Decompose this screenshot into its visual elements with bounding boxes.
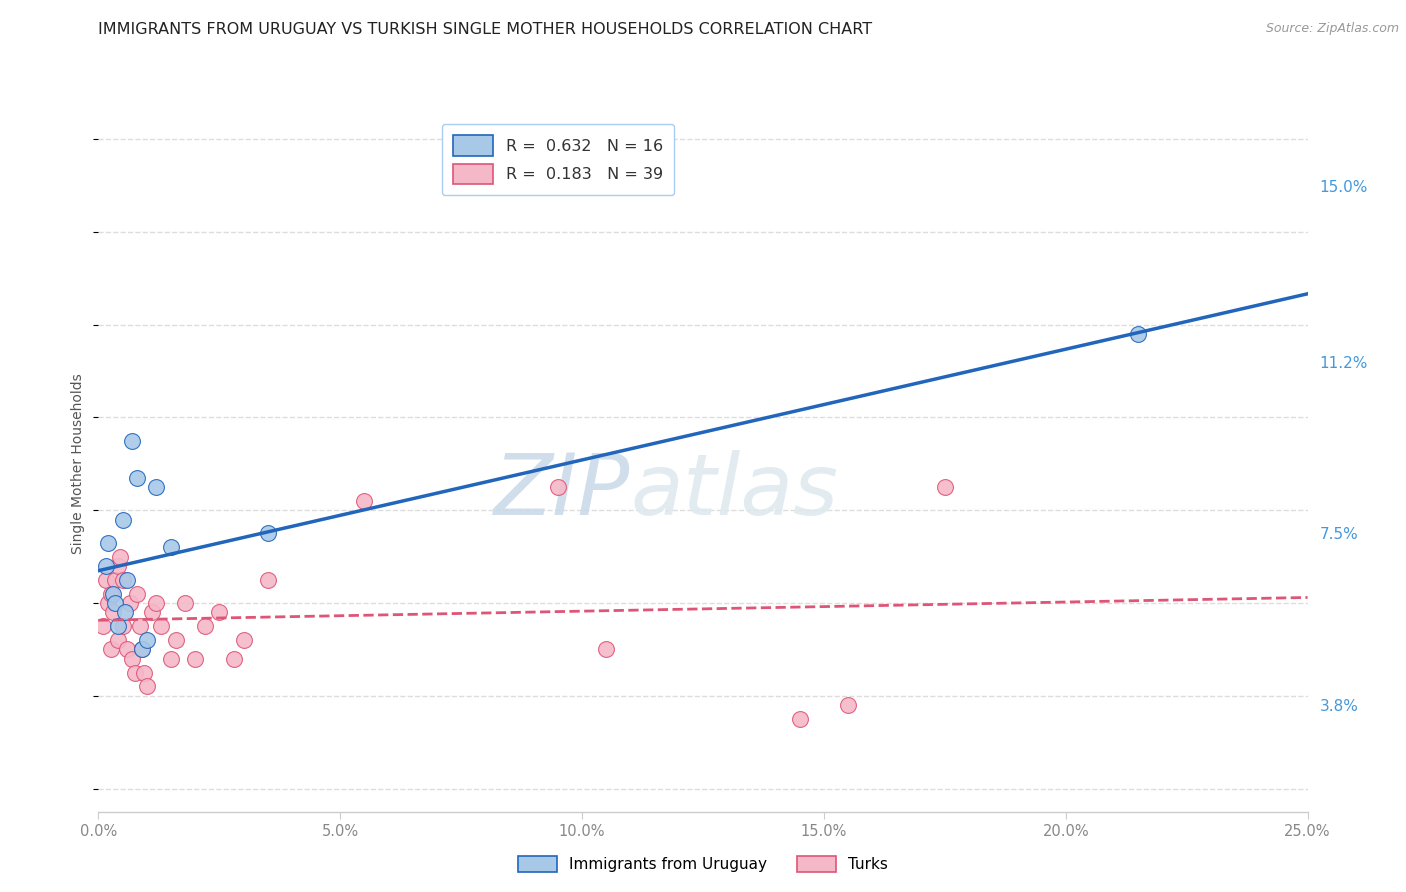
Point [107, 633, 129, 648]
Point [353, 494, 375, 508]
Point [134, 665, 156, 680]
Point [789, 712, 811, 726]
Point [100, 587, 122, 601]
Point [124, 665, 146, 680]
Point [232, 633, 254, 648]
Point [127, 471, 149, 485]
Point [256, 526, 278, 541]
Point [145, 596, 167, 610]
Point [547, 480, 569, 494]
Point [101, 587, 124, 601]
Y-axis label: Single Mother Households: Single Mother Households [72, 374, 86, 554]
Point [108, 549, 131, 564]
Point [160, 651, 183, 665]
Point [100, 642, 122, 657]
Point [101, 605, 124, 619]
Point [94, 573, 117, 587]
Text: Source: ZipAtlas.com: Source: ZipAtlas.com [1265, 22, 1399, 36]
Point [208, 605, 231, 619]
Point [91, 619, 114, 633]
Point [94, 558, 117, 573]
Point [595, 642, 617, 657]
Point [131, 642, 153, 657]
Point [121, 651, 143, 665]
Point [135, 680, 157, 694]
Point [118, 596, 141, 610]
Point [934, 480, 956, 494]
Point [184, 651, 207, 665]
Point [194, 619, 217, 633]
Point [222, 651, 245, 665]
Point [104, 596, 127, 610]
Text: IMMIGRANTS FROM URUGUAY VS TURKISH SINGLE MOTHER HOUSEHOLDS CORRELATION CHART: IMMIGRANTS FROM URUGUAY VS TURKISH SINGL… [98, 22, 873, 37]
Point [150, 619, 173, 633]
Point [1128, 326, 1150, 341]
Legend: R =  0.632   N = 16, R =  0.183   N = 39: R = 0.632 N = 16, R = 0.183 N = 39 [441, 124, 673, 195]
Point [104, 573, 127, 587]
Point [256, 573, 278, 587]
Point [165, 633, 187, 648]
Point [837, 698, 859, 712]
Point [111, 512, 134, 526]
Point [128, 619, 150, 633]
Point [117, 573, 139, 587]
Text: ZIP: ZIP [494, 450, 630, 533]
Text: atlas: atlas [630, 450, 838, 533]
Point [107, 558, 129, 573]
Point [97, 535, 120, 549]
Point [111, 573, 134, 587]
Point [131, 642, 153, 657]
Point [111, 619, 134, 633]
Point [121, 434, 143, 448]
Point [127, 587, 149, 601]
Legend: Immigrants from Uruguay, Turks: Immigrants from Uruguay, Turks [510, 848, 896, 880]
Point [114, 605, 136, 619]
Point [117, 642, 139, 657]
Point [145, 480, 167, 494]
Point [135, 633, 157, 648]
Point [141, 605, 163, 619]
Point [97, 596, 120, 610]
Point [107, 619, 129, 633]
Point [174, 596, 197, 610]
Point [160, 541, 183, 555]
